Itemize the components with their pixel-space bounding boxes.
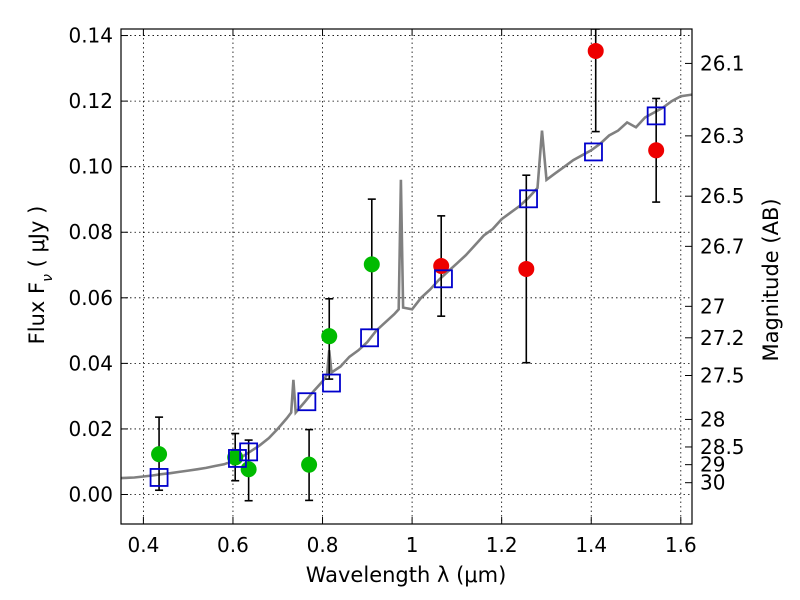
y-tick-label: 0.06 bbox=[68, 286, 113, 310]
errorbars-group bbox=[155, 29, 661, 502]
x-tick-label: 1 bbox=[406, 533, 419, 557]
y2-tick-label: 26.1 bbox=[700, 51, 745, 75]
y-tick-label: 0.02 bbox=[68, 417, 113, 441]
model-spectrum-line bbox=[121, 93, 692, 480]
y2-tick-label: 26.7 bbox=[700, 234, 745, 258]
tick-labels: 0.4 0.6 0.8 1 1.2 1.4 1.6 0.00 0.02 0.04 0.06 0.08 0… bbox=[68, 24, 744, 557]
model-photometry-square bbox=[228, 449, 247, 468]
grid-lines bbox=[121, 29, 692, 524]
model-photometry-square bbox=[239, 442, 259, 462]
data-point-green bbox=[227, 449, 244, 466]
model-photometry-square bbox=[149, 468, 169, 487]
y-tick-label: 0.14 bbox=[68, 24, 113, 48]
data-point-red bbox=[587, 42, 604, 59]
model-photometry-square bbox=[297, 392, 317, 412]
y2-tick-label: 27 bbox=[700, 294, 725, 318]
y-axis-label: Flux Fν ( μJy ) bbox=[25, 206, 56, 345]
model-photometry-square bbox=[519, 189, 538, 209]
y2-tick-label: 26.5 bbox=[700, 184, 745, 208]
y2-axis-label: Magnitude (AB) bbox=[759, 198, 783, 361]
model-photometry-square bbox=[322, 373, 341, 393]
x-tick-label: 1.4 bbox=[575, 533, 607, 557]
data-point-red bbox=[518, 260, 535, 277]
x-tick-label: 0.4 bbox=[127, 533, 159, 557]
plot-frame bbox=[120, 28, 693, 525]
y2-tick-label: 27.2 bbox=[700, 326, 745, 350]
x-tick-label: 1.6 bbox=[665, 533, 697, 557]
x-tick-label: 1.2 bbox=[486, 533, 518, 557]
y2-tick-label: 29 bbox=[700, 453, 725, 477]
model-photometry-square bbox=[646, 106, 666, 126]
model-spectrum-group bbox=[121, 93, 692, 480]
data-point-green bbox=[240, 461, 257, 478]
y2-tick-label: 28 bbox=[700, 407, 725, 431]
data-point-green bbox=[321, 328, 338, 345]
y2-tick-label: 30 bbox=[700, 471, 725, 495]
x-tick-label: 0.8 bbox=[307, 533, 339, 557]
y-tick-label: 0.00 bbox=[68, 482, 113, 506]
data-point-green bbox=[301, 456, 318, 473]
y2-tick-label: 27.5 bbox=[700, 364, 745, 388]
y-tick-label: 0.04 bbox=[68, 351, 113, 375]
y-tick-label: 0.10 bbox=[68, 155, 113, 179]
x-axis-label: Wavelength λ (μm) bbox=[306, 563, 507, 587]
model-photometry-square bbox=[434, 269, 453, 289]
y-axis-label-unit: ( μJy ) bbox=[25, 206, 49, 274]
y-axis-label-sub: ν bbox=[40, 274, 56, 282]
y2-tick-label: 28.5 bbox=[700, 435, 745, 459]
y-tick-label: 0.12 bbox=[68, 89, 113, 113]
data-point-red bbox=[648, 142, 665, 159]
markers-group bbox=[149, 42, 666, 487]
y-tick-label: 0.08 bbox=[68, 220, 113, 244]
x-tick-label: 0.6 bbox=[217, 533, 249, 557]
axis-ticks bbox=[121, 29, 692, 524]
model-photometry-square bbox=[360, 328, 379, 348]
y-axis-label-main: Flux F bbox=[25, 282, 49, 344]
y2-tick-label: 26.3 bbox=[700, 124, 745, 148]
data-point-green bbox=[363, 256, 380, 273]
data-point-green bbox=[151, 446, 168, 463]
model-photometry-square bbox=[584, 142, 603, 162]
